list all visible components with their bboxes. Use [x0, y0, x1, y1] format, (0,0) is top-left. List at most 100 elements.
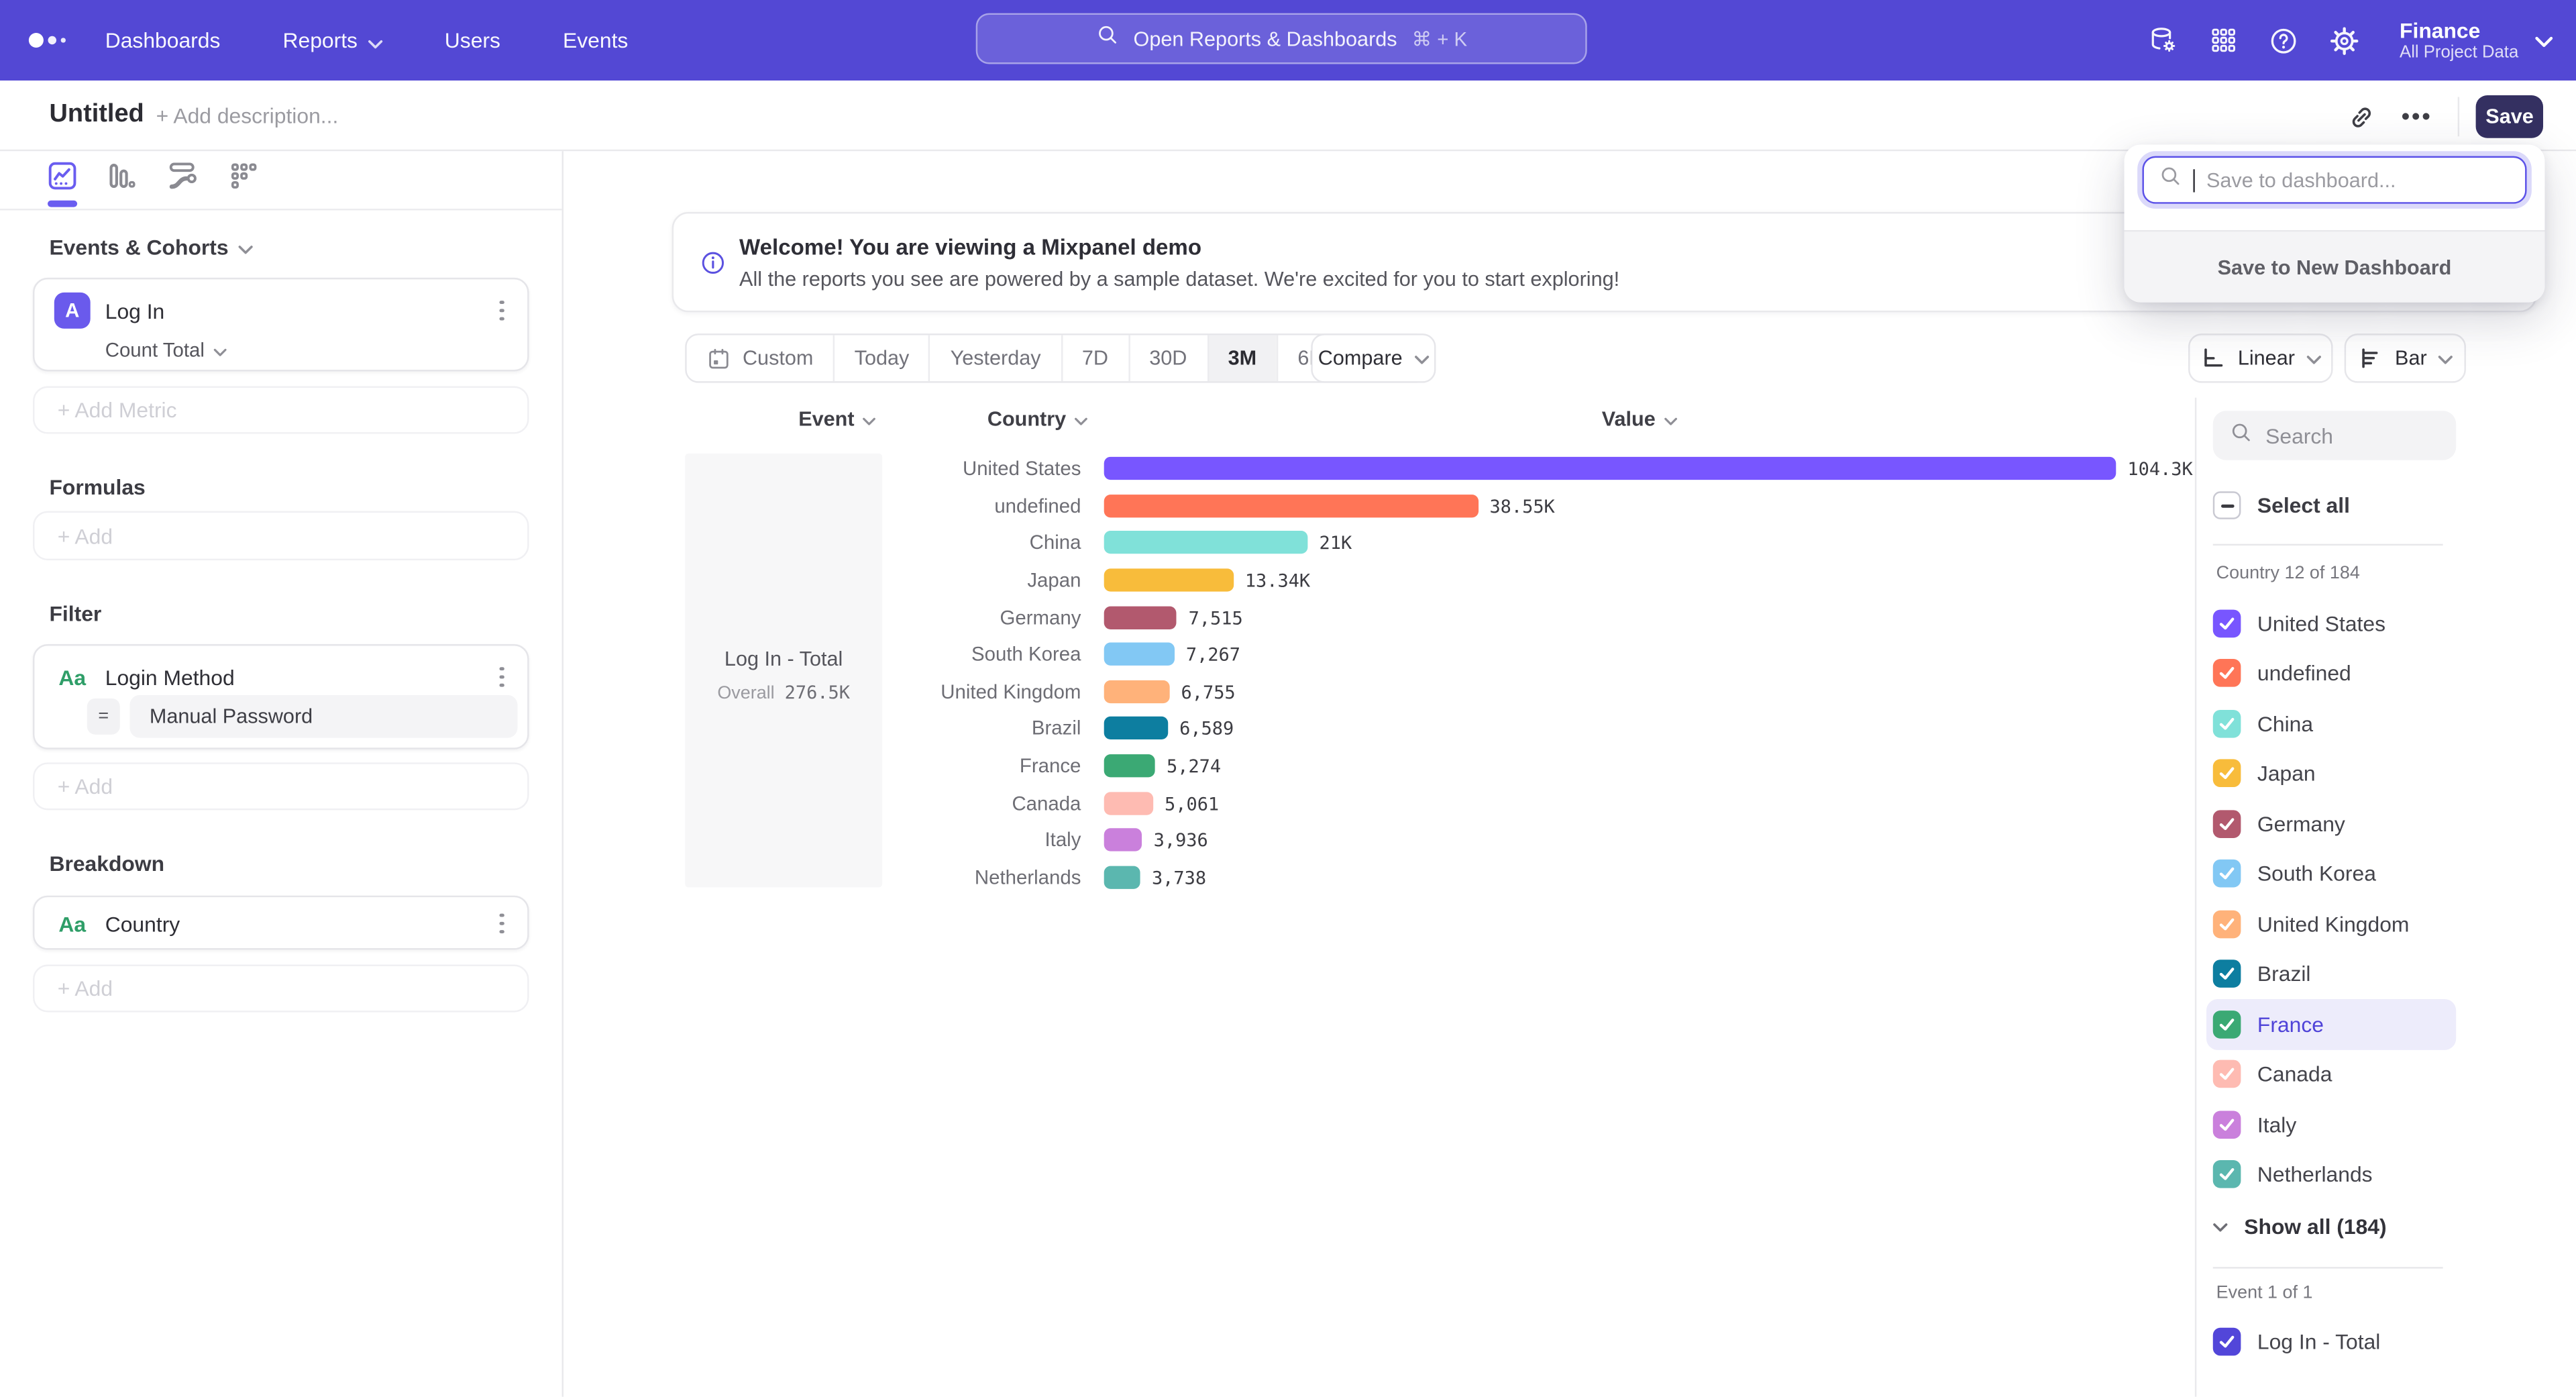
nav-item-dashboards[interactable]: Dashboards — [105, 28, 221, 53]
search-icon — [2159, 164, 2182, 196]
legend-row-brazil[interactable]: Brazil — [2206, 949, 2456, 999]
checkbox-france[interactable] — [2213, 1011, 2241, 1039]
filter-property-name[interactable]: Login Method — [105, 665, 235, 690]
chart-type-selector[interactable]: Bar — [2345, 333, 2466, 382]
nav-item-events[interactable]: Events — [563, 28, 628, 53]
checkbox-canada[interactable] — [2213, 1060, 2241, 1088]
nav-item-reports[interactable]: Reports — [282, 27, 382, 53]
aggregation-selector[interactable]: Count Total — [105, 338, 226, 361]
global-search-button[interactable]: Open Reports & Dashboards ⌘ + K — [976, 13, 1587, 64]
bar-value-label: 5,274 — [1167, 756, 1221, 778]
metric-card-log-in[interactable]: A Log In Count Total — [33, 278, 529, 372]
range-yesterday[interactable]: Yesterday — [929, 335, 1061, 382]
legend-row-china[interactable]: China — [2206, 698, 2456, 749]
legend-row-japan[interactable]: Japan — [2206, 749, 2456, 799]
breakdown-kebab-icon[interactable] — [494, 907, 511, 941]
checkbox-log-in-total[interactable] — [2213, 1327, 2241, 1355]
legend-search-placeholder: Search — [2265, 423, 2333, 448]
scale-selector[interactable]: Linear — [2188, 333, 2333, 382]
apps-grid-icon[interactable] — [2209, 26, 2237, 54]
breakdown-card-country[interactable]: Aa Country — [33, 896, 529, 950]
bar-undefined[interactable] — [1104, 495, 1479, 517]
range-3m[interactable]: 3M — [1207, 335, 1277, 382]
bar-label: Brazil — [892, 717, 1081, 740]
bar-track: 3,936 — [1104, 829, 2116, 851]
checkbox-japan[interactable] — [2213, 760, 2241, 788]
nav-item-users[interactable]: Users — [445, 28, 500, 53]
checkbox-undefined[interactable] — [2213, 660, 2241, 688]
checkbox-united-kingdom[interactable] — [2213, 910, 2241, 938]
legend-row-united-states[interactable]: United States — [2206, 598, 2456, 648]
bar-france[interactable] — [1104, 754, 1155, 777]
legend-row-south-korea[interactable]: South Korea — [2206, 849, 2456, 899]
tab-retention-icon[interactable] — [227, 160, 260, 193]
range-7d[interactable]: 7D — [1061, 335, 1128, 382]
bar-united-states[interactable] — [1104, 458, 2116, 480]
add-filter-button[interactable]: + Add — [33, 762, 529, 810]
range-today[interactable]: Today — [833, 335, 929, 382]
legend-row-germany[interactable]: Germany — [2206, 798, 2456, 849]
bar-netherlands[interactable] — [1104, 866, 1140, 888]
save-dashboard-search-input[interactable]: Save to dashboard... — [2142, 156, 2526, 204]
settings-gear-icon[interactable] — [2329, 25, 2359, 55]
more-options-icon[interactable]: ••• — [2396, 95, 2438, 138]
bar-japan[interactable] — [1104, 569, 1234, 592]
select-all-row[interactable]: Select all — [2213, 491, 2350, 519]
checkbox-brazil[interactable] — [2213, 960, 2241, 988]
show-all-button[interactable]: Show all (184) — [2213, 1211, 2387, 1241]
filter-card-login-method[interactable]: Aa Login Method = Manual Password — [33, 644, 529, 749]
tab-flows-icon[interactable] — [166, 160, 199, 193]
legend-row-undefined[interactable]: undefined — [2206, 648, 2456, 698]
report-title[interactable]: Untitled — [49, 100, 144, 130]
legend-row-united-kingdom[interactable]: United Kingdom — [2206, 899, 2456, 949]
bar-brazil[interactable] — [1104, 717, 1168, 740]
bar-italy[interactable] — [1104, 829, 1142, 851]
mixpanel-logo-icon[interactable] — [26, 28, 80, 61]
select-all-label: Select all — [2257, 493, 2350, 518]
column-header-value[interactable]: Value — [1602, 407, 1677, 430]
data-management-icon[interactable] — [2147, 25, 2178, 56]
tab-insights-icon[interactable] — [46, 160, 79, 193]
checkbox-united-states[interactable] — [2213, 609, 2241, 637]
checkbox-germany[interactable] — [2213, 810, 2241, 838]
save-to-new-dashboard-button[interactable]: Save to New Dashboard — [2125, 230, 2545, 303]
add-metric-button[interactable]: + Add Metric — [33, 386, 529, 434]
compare-button[interactable]: Compare — [1311, 333, 1436, 382]
bar-canada[interactable] — [1104, 792, 1153, 815]
copy-link-icon[interactable] — [2339, 95, 2382, 138]
metric-name[interactable]: Log In — [105, 298, 165, 323]
legend-row-log-in-total[interactable]: Log In - Total — [2206, 1316, 2456, 1367]
legend-row-canada[interactable]: Canada — [2206, 1049, 2456, 1100]
legend-row-netherlands[interactable]: Netherlands — [2206, 1149, 2456, 1200]
add-formula-button[interactable]: + Add — [33, 511, 529, 560]
save-button[interactable]: Save — [2476, 95, 2543, 138]
range-30d[interactable]: 30D — [1128, 335, 1206, 382]
add-description-field[interactable]: + Add description... — [156, 103, 339, 128]
legend-search-input[interactable]: Search — [2213, 411, 2456, 460]
breakdown-property-name[interactable]: Country — [105, 911, 180, 936]
bar-germany[interactable] — [1104, 606, 1177, 629]
metric-kebab-icon[interactable] — [494, 293, 511, 327]
filter-kebab-icon[interactable] — [494, 660, 511, 694]
checkbox-south-korea[interactable] — [2213, 860, 2241, 888]
checkbox-italy[interactable] — [2213, 1110, 2241, 1139]
filter-operator[interactable]: = — [87, 698, 120, 735]
range-custom[interactable]: Custom — [687, 335, 833, 382]
column-header-country[interactable]: Country — [987, 407, 1087, 430]
filter-value[interactable]: Manual Password — [129, 695, 517, 738]
column-header-event[interactable]: Event — [798, 407, 875, 430]
checkbox-netherlands[interactable] — [2213, 1161, 2241, 1189]
checkbox-china[interactable] — [2213, 709, 2241, 737]
legend-row-italy[interactable]: Italy — [2206, 1099, 2456, 1149]
add-breakdown-button[interactable]: + Add — [33, 965, 529, 1013]
events-cohorts-header[interactable]: Events & Cohorts — [49, 235, 253, 260]
report-header: Untitled + Add description... ••• Save — [0, 81, 2576, 151]
select-all-checkbox[interactable] — [2213, 491, 2241, 519]
legend-row-france[interactable]: France — [2206, 999, 2456, 1049]
tab-funnels-icon[interactable] — [103, 160, 136, 193]
project-switcher[interactable]: Finance All Project Data — [2400, 17, 2553, 64]
bar-south-korea[interactable] — [1104, 643, 1175, 666]
bar-china[interactable] — [1104, 531, 1308, 554]
bar-united-kingdom[interactable] — [1104, 680, 1170, 703]
help-icon[interactable] — [2268, 25, 2298, 55]
